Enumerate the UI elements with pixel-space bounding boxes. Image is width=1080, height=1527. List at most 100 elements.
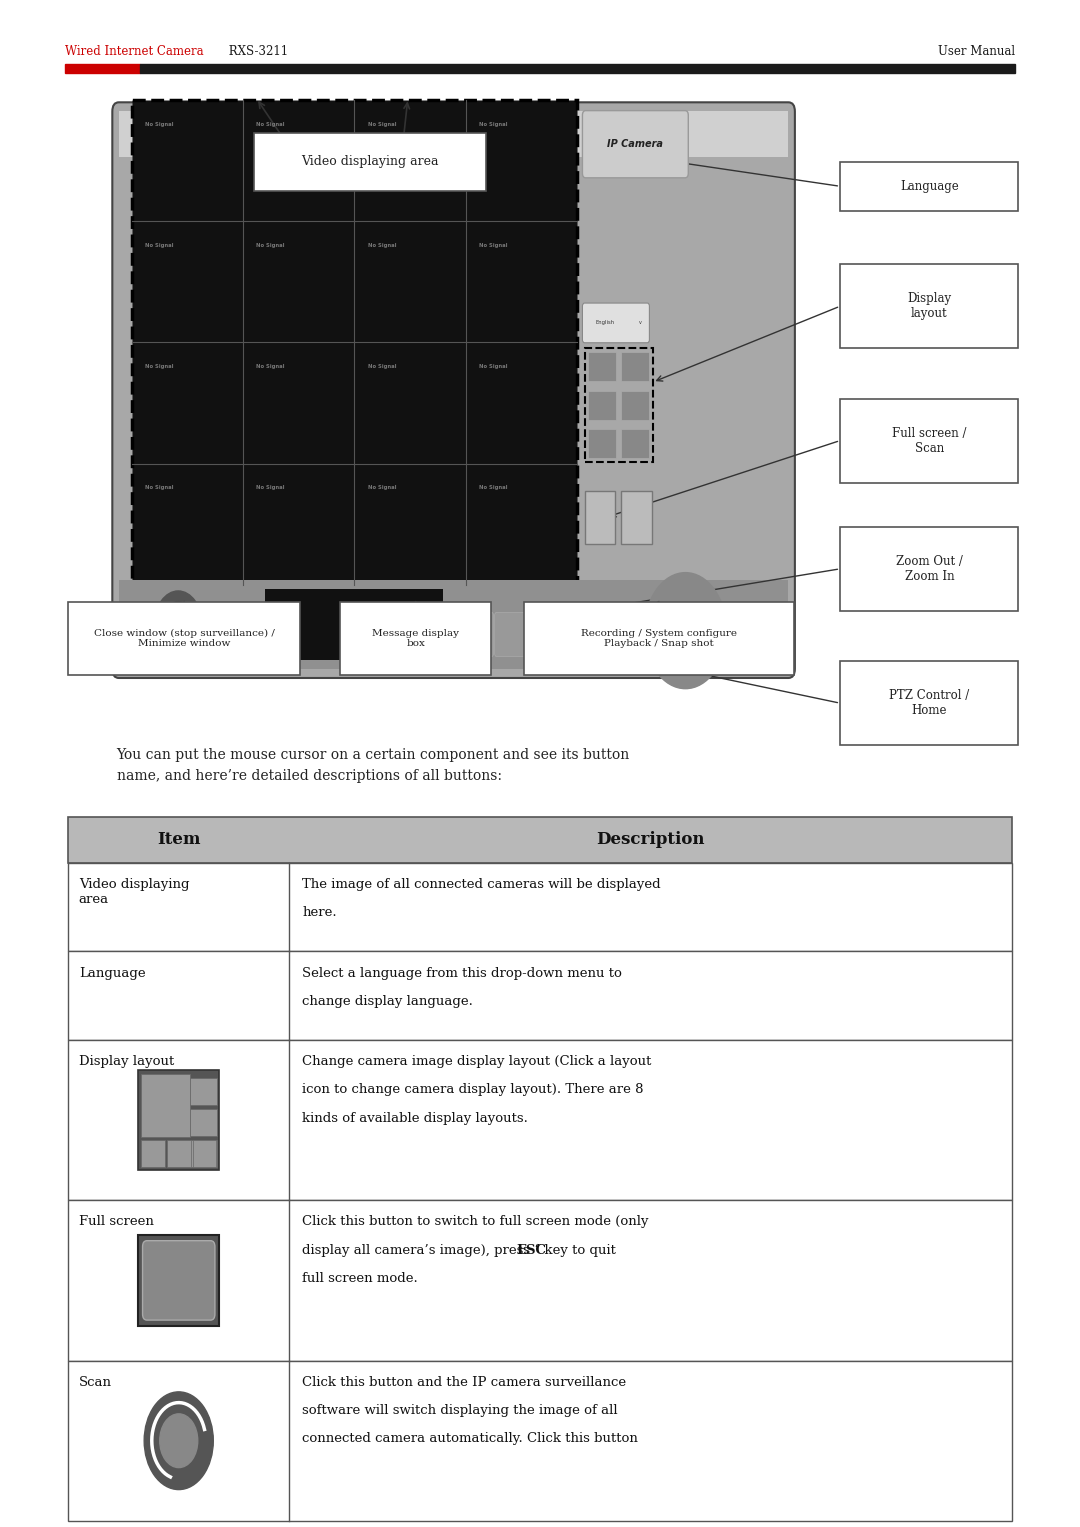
- Bar: [621, 391, 649, 420]
- Bar: [132, 99, 577, 585]
- Circle shape: [160, 1414, 198, 1467]
- Circle shape: [673, 612, 699, 649]
- Text: No Signal: No Signal: [256, 243, 285, 247]
- Text: Recording / System configure
Playback / Snap shot: Recording / System configure Playback / …: [581, 629, 737, 647]
- Text: English: English: [595, 321, 615, 325]
- Bar: [840, 162, 1018, 211]
- Bar: [65, 64, 140, 73]
- Circle shape: [659, 592, 713, 669]
- FancyBboxPatch shape: [462, 612, 494, 657]
- FancyBboxPatch shape: [582, 302, 649, 342]
- Bar: [621, 490, 651, 544]
- Text: No Signal: No Signal: [256, 365, 285, 370]
- Bar: [265, 589, 443, 660]
- Text: No Signal: No Signal: [145, 486, 174, 490]
- Text: No Signal: No Signal: [145, 122, 174, 127]
- FancyBboxPatch shape: [495, 612, 526, 657]
- Text: full screen mode.: full screen mode.: [302, 1272, 418, 1286]
- Bar: [254, 133, 486, 191]
- Text: Full screen: Full screen: [79, 1215, 153, 1229]
- Text: 54: 54: [531, 1477, 549, 1492]
- FancyBboxPatch shape: [143, 1240, 215, 1319]
- Text: Message display
box: Message display box: [373, 629, 459, 647]
- Bar: [190, 1109, 217, 1136]
- Text: User Manual: User Manual: [939, 44, 1015, 58]
- Text: Zoom Out /
Zoom In: Zoom Out / Zoom In: [896, 554, 962, 583]
- FancyBboxPatch shape: [559, 612, 591, 657]
- Text: No Signal: No Signal: [480, 122, 508, 127]
- Bar: [584, 348, 652, 463]
- Bar: [68, 817, 1012, 863]
- Text: No Signal: No Signal: [145, 365, 174, 370]
- Bar: [167, 1139, 191, 1167]
- Bar: [138, 1234, 219, 1325]
- Text: No Signal: No Signal: [368, 122, 396, 127]
- Circle shape: [203, 606, 229, 643]
- Bar: [119, 580, 788, 669]
- Text: ’ key to quit: ’ key to quit: [536, 1243, 616, 1257]
- Text: Close window (stop surveillance) /
Minimize window: Close window (stop surveillance) / Minim…: [94, 629, 274, 647]
- Text: Language: Language: [900, 180, 959, 192]
- FancyBboxPatch shape: [112, 102, 795, 678]
- Bar: [840, 661, 1018, 745]
- Text: ESC: ESC: [516, 1243, 546, 1257]
- Text: Description: Description: [596, 831, 705, 849]
- Bar: [141, 1139, 165, 1167]
- Text: software will switch displaying the image of all: software will switch displaying the imag…: [302, 1403, 618, 1417]
- Bar: [840, 264, 1018, 348]
- Circle shape: [145, 1391, 214, 1489]
- Text: Change camera image display layout (Click a layout: Change camera image display layout (Clic…: [302, 1055, 651, 1069]
- Text: IP Camera: IP Camera: [607, 139, 663, 150]
- Text: icon to change camera display layout). There are 8: icon to change camera display layout). T…: [302, 1084, 644, 1096]
- Text: Scan: Scan: [79, 1376, 112, 1390]
- FancyBboxPatch shape: [582, 110, 688, 177]
- Text: No Signal: No Signal: [145, 243, 174, 247]
- Text: PTZ Control /
Home: PTZ Control / Home: [889, 689, 970, 718]
- Bar: [68, 1200, 1012, 1361]
- Text: No Signal: No Signal: [256, 486, 285, 490]
- Text: Display
layout: Display layout: [907, 292, 951, 321]
- Text: No Signal: No Signal: [368, 365, 396, 370]
- Text: RXS-3211: RXS-3211: [225, 44, 287, 58]
- Bar: [840, 527, 1018, 611]
- Circle shape: [645, 573, 727, 689]
- Bar: [588, 429, 617, 458]
- Bar: [68, 1361, 1012, 1521]
- Bar: [68, 602, 300, 675]
- Text: Video displaying
area: Video displaying area: [79, 878, 189, 906]
- Bar: [68, 1040, 1012, 1200]
- Text: Display layout: Display layout: [79, 1055, 174, 1069]
- FancyBboxPatch shape: [527, 612, 558, 657]
- Text: Wired Internet Camera: Wired Internet Camera: [65, 44, 203, 58]
- Text: connected camera automatically. Click this button: connected camera automatically. Click th…: [302, 1432, 638, 1446]
- Text: No Signal: No Signal: [368, 486, 396, 490]
- Text: Item: Item: [157, 831, 201, 849]
- Bar: [340, 602, 491, 675]
- Bar: [68, 863, 1012, 951]
- Text: Full screen /
Scan: Full screen / Scan: [892, 426, 967, 455]
- Bar: [588, 391, 617, 420]
- Text: The image of all connected cameras will be displayed: The image of all connected cameras will …: [302, 878, 661, 892]
- Circle shape: [162, 602, 194, 647]
- Text: change display language.: change display language.: [302, 996, 473, 1008]
- Bar: [190, 1139, 217, 1167]
- Bar: [140, 64, 1015, 73]
- Bar: [840, 399, 1018, 483]
- Text: No Signal: No Signal: [480, 486, 508, 490]
- Bar: [190, 1078, 217, 1106]
- Text: Video displaying area: Video displaying area: [301, 156, 438, 168]
- Bar: [141, 1075, 190, 1138]
- Text: v: v: [638, 321, 642, 325]
- Circle shape: [170, 612, 187, 637]
- Bar: [119, 111, 788, 157]
- Text: No Signal: No Signal: [480, 365, 508, 370]
- Text: Click this button to switch to full screen mode (only: Click this button to switch to full scre…: [302, 1215, 649, 1229]
- Bar: [584, 490, 615, 544]
- Bar: [138, 1070, 219, 1170]
- Bar: [621, 353, 649, 382]
- Text: Select a language from this drop-down menu to: Select a language from this drop-down me…: [302, 967, 622, 980]
- Text: Language: Language: [79, 967, 146, 980]
- Text: No Signal: No Signal: [256, 122, 285, 127]
- Bar: [68, 951, 1012, 1040]
- Circle shape: [154, 591, 202, 658]
